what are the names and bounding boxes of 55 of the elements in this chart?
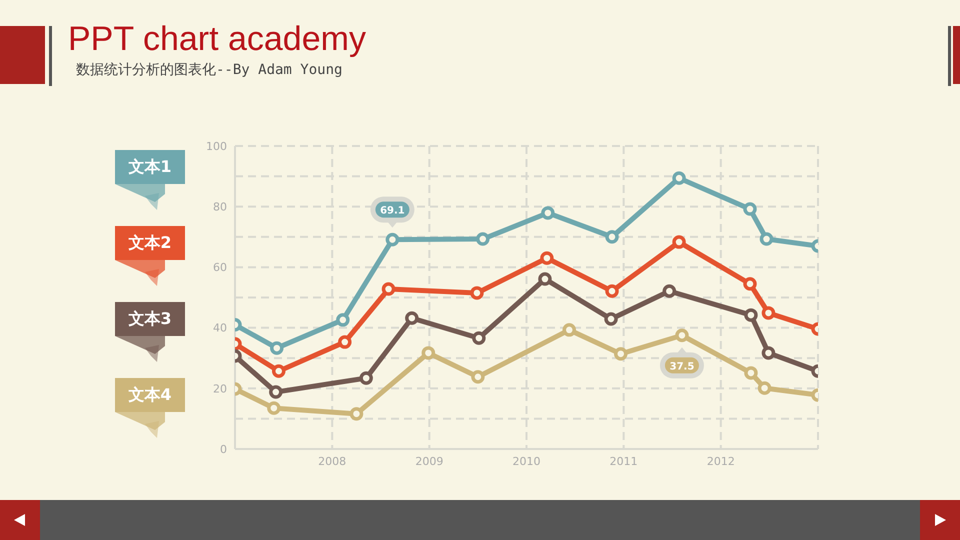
point — [605, 230, 619, 244]
x-tick-label: 2012 — [706, 454, 735, 468]
point — [538, 272, 552, 286]
chart-title: PPT chart academy — [68, 20, 366, 59]
point — [336, 313, 350, 327]
point — [540, 251, 554, 265]
text: 文本3 — [115, 302, 185, 336]
point — [744, 366, 758, 380]
point — [604, 312, 618, 326]
point — [386, 232, 400, 246]
point — [614, 347, 628, 361]
point — [267, 401, 281, 415]
point — [675, 328, 689, 342]
point — [605, 284, 619, 298]
point — [760, 232, 774, 246]
y-tick-label: 20 — [213, 382, 227, 396]
x-tick-label: 2011 — [610, 454, 638, 468]
text: 文本4 — [115, 378, 185, 412]
point — [470, 286, 484, 300]
x-tick-label: 2008 — [318, 454, 346, 468]
point — [350, 407, 364, 421]
point — [405, 311, 419, 325]
annotation: 69.1 — [380, 206, 405, 217]
point — [743, 202, 757, 216]
y-tick-label: 60 — [213, 261, 227, 274]
point — [472, 331, 486, 345]
point — [541, 206, 555, 220]
y-tick-label: 100 — [206, 140, 227, 153]
point — [672, 235, 686, 249]
y-tick-label: 0 — [220, 442, 227, 456]
point — [744, 308, 758, 322]
text: 文本2 — [115, 226, 185, 260]
point — [471, 370, 485, 384]
x-tick-label: 2009 — [415, 454, 444, 468]
annotation: 37.5 — [670, 361, 694, 372]
y-tick-label: 40 — [213, 322, 227, 335]
point — [762, 306, 776, 320]
point — [422, 346, 436, 360]
point — [743, 277, 757, 291]
point — [762, 346, 776, 360]
point — [476, 232, 490, 246]
point — [272, 364, 286, 378]
point — [662, 284, 676, 298]
x-tick-label: 2010 — [512, 454, 540, 468]
chart-subtitle: 数据统计分析的图表化--By Adam Young — [76, 61, 342, 79]
point — [269, 385, 283, 399]
y-tick-label: 80 — [213, 200, 227, 214]
point — [672, 171, 686, 185]
text: 文本1 — [115, 150, 185, 184]
point — [758, 381, 772, 395]
point — [270, 341, 284, 355]
point — [382, 282, 396, 296]
point — [338, 335, 352, 349]
point — [562, 323, 576, 337]
point — [359, 371, 373, 385]
